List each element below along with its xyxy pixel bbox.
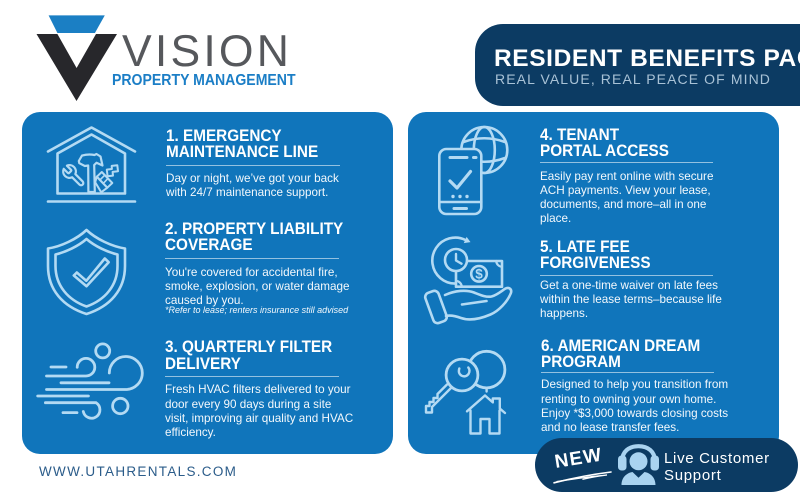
svg-text:$: $ <box>475 267 483 282</box>
